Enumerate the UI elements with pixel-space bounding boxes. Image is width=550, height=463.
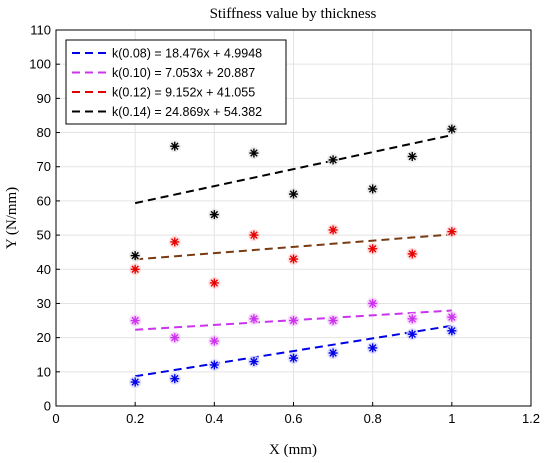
data-point-series-3 [445, 225, 458, 238]
y-tick-label: 30 [37, 296, 51, 311]
data-point-series-4 [168, 140, 181, 153]
data-point-series-1 [129, 376, 142, 389]
data-point-series-2 [247, 312, 260, 325]
y-tick-label: 20 [37, 330, 51, 345]
data-point-series-2 [168, 331, 181, 344]
data-point-series-3 [208, 276, 221, 289]
x-tick-label: 1.2 [522, 411, 540, 426]
data-point-series-3 [406, 247, 419, 260]
y-tick-label: 50 [37, 228, 51, 243]
y-tick-label: 70 [37, 159, 51, 174]
x-tick-label: 0 [52, 411, 59, 426]
y-tick-label: 60 [37, 193, 51, 208]
y-tick-label: 80 [37, 125, 51, 140]
data-point-series-1 [327, 347, 340, 360]
data-point-series-4 [287, 188, 300, 201]
x-tick-label: 1 [448, 411, 455, 426]
fit-line-series-1 [135, 324, 452, 378]
data-point-series-4 [327, 153, 340, 166]
data-point-layer [129, 123, 458, 389]
fit-line-series-3 [135, 233, 452, 261]
data-point-series-4 [129, 249, 142, 262]
data-point-series-3 [247, 229, 260, 242]
data-point-series-1 [287, 352, 300, 365]
data-point-series-3 [287, 253, 300, 266]
data-point-series-2 [208, 335, 221, 348]
legend-entry: k(0.10) = 7.053x + 20.887 [112, 66, 255, 80]
data-point-series-3 [327, 223, 340, 236]
y-tick-label: 10 [37, 364, 51, 379]
x-tick-label: 0.2 [126, 411, 144, 426]
data-point-series-2 [129, 314, 142, 327]
data-point-series-2 [366, 297, 379, 310]
data-point-series-3 [366, 242, 379, 255]
legend: k(0.08) = 18.476x + 4.9948 k(0.10) = 7.05… [65, 39, 287, 125]
legend-entry: k(0.14) = 24.869x + 54.382 [112, 105, 262, 119]
y-tick-label: 40 [37, 262, 51, 277]
data-point-series-4 [406, 150, 419, 163]
data-point-series-1 [406, 328, 419, 341]
data-point-series-1 [247, 355, 260, 368]
y-axis-label: Y (N/mm) [4, 187, 20, 249]
chart-title: Stiffness value by thickness [210, 6, 377, 22]
data-point-series-2 [287, 314, 300, 327]
data-point-series-1 [445, 324, 458, 337]
data-point-series-4 [208, 208, 221, 221]
data-point-series-2 [406, 312, 419, 325]
y-tick-label: 0 [44, 399, 51, 414]
y-tick-label: 110 [30, 23, 51, 38]
data-point-series-3 [129, 263, 142, 276]
data-point-series-2 [327, 314, 340, 327]
tick-layer: 0 0.2 0.4 0.6 0.8 1 1.2 0 10 20 30 40 50 60 70 80 90 100 1… [29, 23, 540, 427]
data-point-series-1 [208, 358, 221, 371]
data-point-series-3 [168, 235, 181, 248]
data-point-series-1 [366, 341, 379, 354]
data-point-series-1 [168, 372, 181, 385]
x-axis-label: X (mm) [269, 442, 317, 458]
y-tick-label: 90 [37, 91, 51, 106]
fit-line-series-4 [134, 134, 453, 205]
data-point-series-4 [445, 123, 458, 136]
x-tick-label: 0.4 [205, 411, 223, 426]
x-tick-label: 0.8 [364, 411, 382, 426]
data-point-series-4 [247, 147, 260, 160]
y-tick-label: 100 [29, 57, 51, 72]
legend-entry: k(0.08) = 18.476x + 4.9948 [112, 47, 262, 61]
x-tick-label: 0.6 [284, 411, 302, 426]
legend-entry: k(0.12) = 9.152x + 41.055 [112, 86, 255, 100]
data-point-series-2 [445, 311, 458, 324]
data-point-series-4 [366, 182, 379, 195]
